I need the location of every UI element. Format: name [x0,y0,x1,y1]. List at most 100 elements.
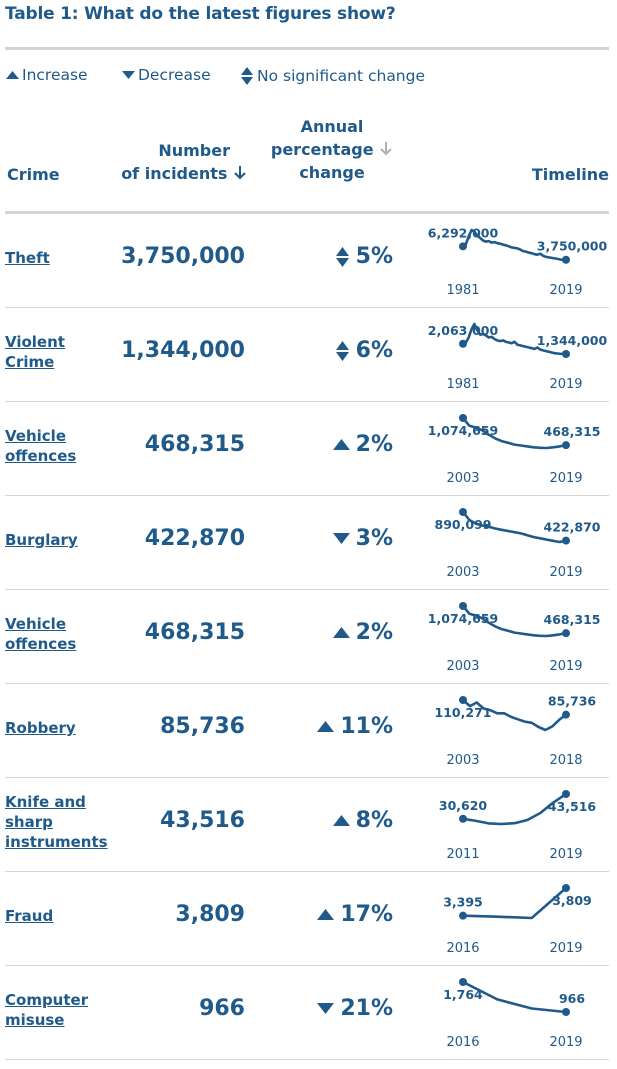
incident-count: 85,736 [160,714,245,739]
crime-link-line: Fraud [5,907,54,925]
header-divider [5,211,609,214]
timeline-end-value: 85,736 [548,694,597,709]
timeline-end-year: 2019 [549,471,582,486]
timeline-end-value: 966 [559,991,585,1006]
legend-decrease: Decrease [122,66,211,84]
timeline-start-dot [459,911,467,920]
timeline-start-dot [459,242,467,251]
timeline-end-dot [562,790,570,798]
incident-count: 468,315 [144,432,245,457]
annual-change: 17% [317,902,393,927]
timeline-start-dot [459,414,467,422]
timeline-end-year: 2019 [549,283,582,298]
incident-count: 422,870 [144,526,245,551]
timeline-start-value: 30,620 [439,798,488,813]
timeline-line [461,228,568,262]
timeline-sparkline: 1,074,659 468,315 2003 2019 [428,414,600,486]
crime-link-line: Knife and [5,793,86,811]
crime-link[interactable]: Robbery [5,718,76,738]
incident-count: 966 [199,996,245,1021]
crime-link-line: Robbery [5,719,76,737]
timeline-end-value: 1,344,000 [537,333,608,348]
incident-count: 43,516 [160,808,245,833]
crime-link-line: Violent [5,333,65,351]
header-annual-line1: Annual [300,117,364,136]
crime-link-line: offences [5,447,77,465]
timeline-line [461,886,568,920]
timeline-start-year: 2003 [446,753,479,768]
annual-change-value: 3% [355,526,393,551]
legend-no-change: No significant change [240,66,425,86]
timeline-line [461,698,568,732]
timeline-line [461,416,568,450]
timeline-start-year: 2003 [446,659,479,674]
header-number[interactable]: Number of incidents [121,139,247,185]
timeline-end-dot [562,1008,570,1016]
timeline-start-dot [459,814,467,823]
timeline-sparkline: 2,063,000 1,344,000 1981 2019 [428,322,608,392]
timeline-start-value: 890,099 [435,517,492,532]
crime-link[interactable]: Violent Crime [5,332,65,372]
timeline-end-dot [562,350,570,358]
incident-count: 3,750,000 [121,244,245,269]
timeline-sparkline: 890,099 422,870 2003 2019 [435,508,601,580]
crime-link-line: offences [5,635,77,653]
row-divider [5,965,609,966]
increase-icon [332,815,350,826]
header-number-line1: Number [158,141,230,160]
timeline-end-value: 3,750,000 [537,239,608,254]
timeline-start-value: 6,292,000 [428,225,499,240]
header-number-line2: of incidents [121,164,228,183]
timeline-end-dot [562,441,570,450]
timeline-line [461,980,568,1014]
top-divider [5,47,609,50]
crime-link[interactable]: Burglary [5,530,78,550]
annual-change-value: 2% [355,432,393,457]
row-divider [5,871,609,872]
timeline-start-value: 1,074,659 [428,611,498,626]
increase-triangle [317,909,335,920]
annual-change: 5% [335,244,393,269]
timeline-start-dot [459,339,467,348]
timeline-line [461,792,568,826]
increase-icon [317,909,335,920]
sort-descending-icon [234,166,246,180]
crime-link[interactable]: Theft [5,248,50,268]
increase-triangle [332,439,350,450]
row-divider [5,495,609,496]
crime-link[interactable]: Computer misuse [5,990,88,1030]
page-title: Table 1: What do the latest figures show… [5,4,396,24]
crime-link[interactable]: Vehicle offences [5,614,76,654]
sort-inactive-icon [380,142,392,156]
crime-link-line: Crime [5,353,55,371]
annual-change-value: 2% [355,620,393,645]
crime-link-line: Vehicle [5,615,66,633]
timeline-end-year: 2019 [549,941,582,956]
annual-change-value: 8% [355,808,393,833]
header-annual-line2: percentage [270,140,374,159]
timeline-start-year: 2011 [446,847,479,862]
increase-icon [332,439,350,450]
timeline-start-year: 1981 [446,283,479,298]
timeline-sparkline: 1,764 966 2016 2019 [443,978,585,1050]
timeline-start-dot [459,696,467,704]
header-timeline: Timeline [531,165,609,184]
timeline-line [461,604,568,638]
no-change-down [335,257,349,267]
crime-link[interactable]: Fraud [5,906,53,926]
increase-icon [6,71,19,79]
decrease-triangle [332,533,350,544]
timeline-start-value: 1,764 [443,987,483,1002]
annual-change: 2% [332,620,393,645]
timeline-start-value: 2,063,000 [428,323,499,338]
header-annual-change[interactable]: Annual percentage change [262,115,402,184]
timeline-line [461,510,568,544]
timeline-end-value: 3,809 [552,893,592,908]
timeline-end-year: 2019 [549,847,582,862]
no-change-down [335,351,349,361]
crime-link[interactable]: Vehicle offences [5,426,76,466]
crime-link-line: Theft [5,249,50,267]
annual-change-value: 21% [340,996,393,1021]
row-divider [5,589,609,590]
crime-link[interactable]: Knife and sharp instruments [5,792,108,852]
